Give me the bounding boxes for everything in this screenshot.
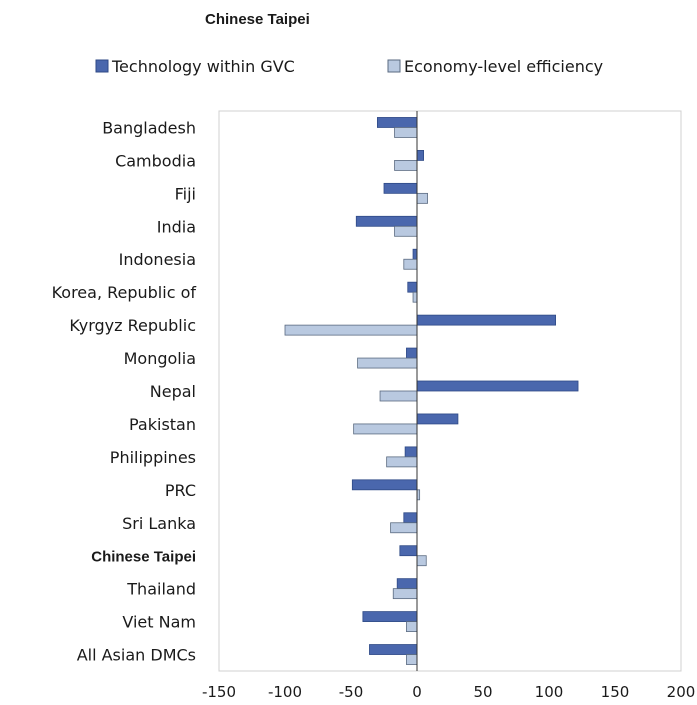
bar-technology-all-asian-dmcs	[369, 644, 418, 655]
bar-technology-sri-lanka	[403, 512, 418, 524]
category-label-india: India	[157, 217, 196, 236]
bars	[284, 117, 579, 665]
bar-efficiency-bangladesh	[394, 127, 418, 138]
category-label-all-asian-dmcs: All Asian DMCs	[77, 646, 196, 665]
legend-label-efficiency: Economy-level efficiency	[404, 57, 603, 76]
x-tick-labels: -150 -100 -50 0 50 100 150 200	[202, 683, 695, 701]
category-label-bangladesh: Bangladesh	[102, 118, 196, 137]
category-label-nepal: Nepal	[150, 382, 196, 401]
bar-technology-thailand	[396, 578, 418, 590]
bar-efficiency-viet-nam	[406, 621, 418, 632]
category-label-korea-republic-of: Korea, Republic of	[52, 283, 197, 302]
x-tick-label: -150	[202, 683, 236, 701]
bar-technology-viet-nam	[362, 611, 418, 622]
bar-technology-prc	[351, 479, 418, 491]
category-label-cambodia: Cambodia	[115, 151, 196, 170]
legend-swatch-technology	[95, 59, 109, 73]
category-label-sri-lanka: Sri Lanka	[122, 514, 196, 533]
bar-technology-pakistan	[416, 413, 459, 425]
category-label-viet-nam: Viet Nam	[122, 613, 196, 632]
bar-technology-korea-republic-of	[407, 281, 418, 293]
x-tick-label: -100	[268, 683, 302, 701]
bar-efficiency-thailand	[392, 588, 418, 600]
x-tick-label: 150	[601, 683, 630, 701]
legend-label-technology: Technology within GVC	[111, 57, 295, 76]
bar-efficiency-all-asian-dmcs	[406, 654, 418, 665]
category-label-thailand: Thailand	[126, 580, 196, 599]
bar-efficiency-philippines	[386, 456, 418, 468]
bar-efficiency-cambodia	[394, 160, 418, 171]
category-label-chinese-taipei: Chinese Taipei	[91, 549, 196, 566]
bar-efficiency-indonesia	[403, 258, 418, 270]
category-label-mongolia: Mongolia	[124, 349, 196, 368]
bar-technology-bangladesh	[376, 117, 418, 128]
category-label-indonesia: Indonesia	[119, 250, 196, 269]
x-tick-label: 50	[473, 683, 492, 701]
bar-technology-fiji	[383, 182, 418, 194]
bar-efficiency-kyrgyz-republic	[284, 324, 418, 336]
legend-swatch-efficiency	[387, 59, 401, 73]
bar-technology-india	[355, 215, 418, 227]
category-label-philippines: Philippines	[110, 448, 196, 467]
x-tick-label: 100	[535, 683, 564, 701]
category-label-fiji: Fiji	[175, 184, 196, 203]
x-tick-label: 0	[412, 683, 422, 701]
bar-technology-nepal	[416, 380, 579, 392]
bar-technology-chinese-taipei	[399, 545, 418, 557]
bar-technology-cambodia	[416, 150, 424, 161]
category-label-pakistan: Pakistan	[129, 415, 196, 434]
bar-efficiency-fiji	[416, 192, 428, 204]
bar-technology-philippines	[404, 446, 418, 458]
legend: Technology within GVC Economy-level effi…	[95, 57, 603, 76]
bar-technology-kyrgyz-republic	[416, 314, 557, 326]
category-label-prc: PRC	[165, 481, 196, 500]
bar-efficiency-india	[394, 225, 418, 237]
chart-title: Chinese Taipei	[205, 11, 310, 28]
bar-efficiency-pakistan	[353, 423, 418, 435]
bar-efficiency-chinese-taipei	[416, 555, 427, 567]
bar-efficiency-sri-lanka	[390, 522, 418, 534]
plot-area-border	[218, 110, 682, 672]
bar-efficiency-korea-republic-of	[412, 291, 418, 303]
bar-technology-indonesia	[412, 248, 418, 260]
bar-efficiency-nepal	[379, 390, 418, 402]
category-label-kyrgyz-republic: Kyrgyz Republic	[69, 316, 196, 335]
category-labels: Bangladesh Cambodia Fiji India Indonesia Kore…	[52, 118, 197, 664]
bar-technology-mongolia	[406, 347, 418, 359]
x-tick-label: 200	[667, 683, 696, 701]
bar-efficiency-mongolia	[357, 357, 418, 369]
x-tick-label: -50	[339, 683, 364, 701]
